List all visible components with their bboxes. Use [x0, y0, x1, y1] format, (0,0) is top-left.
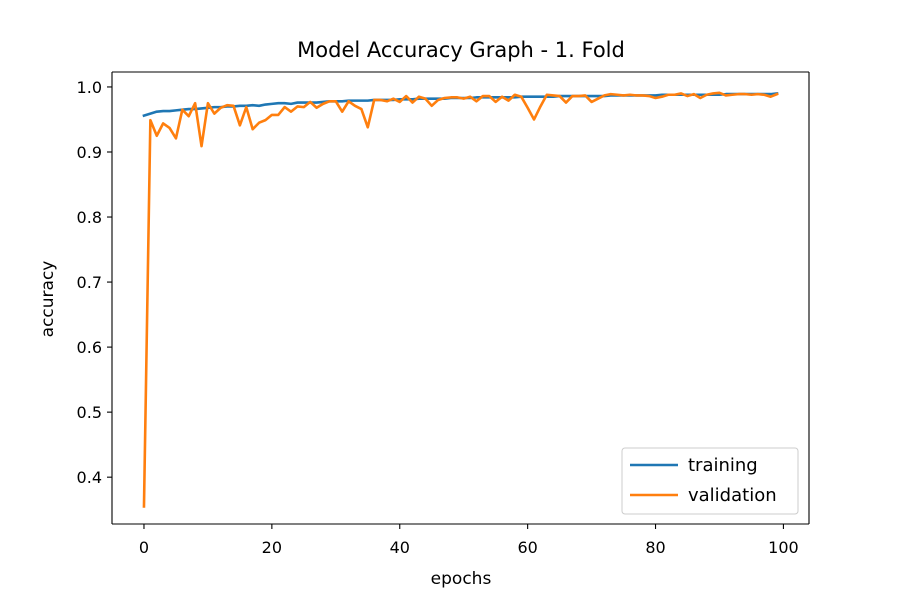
x-tick-label: 100 — [768, 538, 799, 557]
x-tick-label: 20 — [262, 538, 282, 557]
chart-title: Model Accuracy Graph - 1. Fold — [297, 38, 625, 62]
y-tick-label: 0.8 — [77, 208, 102, 227]
y-tick-label: 0.7 — [77, 273, 102, 292]
x-tick-label: 80 — [645, 538, 665, 557]
y-axis-title: accuracy — [38, 261, 58, 338]
legend: training validation — [621, 447, 799, 515]
series-line-validation — [142, 91, 779, 508]
x-tick-label: 40 — [390, 538, 410, 557]
legend-label-training: training — [688, 455, 758, 476]
x-axis-title: epochs — [431, 569, 492, 589]
y-tick-label: 1.0 — [77, 78, 102, 97]
y-tick-label: 0.9 — [77, 143, 102, 162]
x-tick-label: 0 — [139, 538, 149, 557]
y-tick-label: 0.4 — [77, 468, 102, 487]
y-tick-label: 0.6 — [77, 338, 102, 357]
legend-label-validation: validation — [688, 485, 777, 506]
y-tick-label: 0.5 — [77, 403, 102, 422]
plot-area: 0 20 40 60 80 100 0.4 0.5 0.6 0.7 0.8 0.9 1.0 — [77, 71, 810, 557]
x-tick-label: 60 — [517, 538, 537, 557]
